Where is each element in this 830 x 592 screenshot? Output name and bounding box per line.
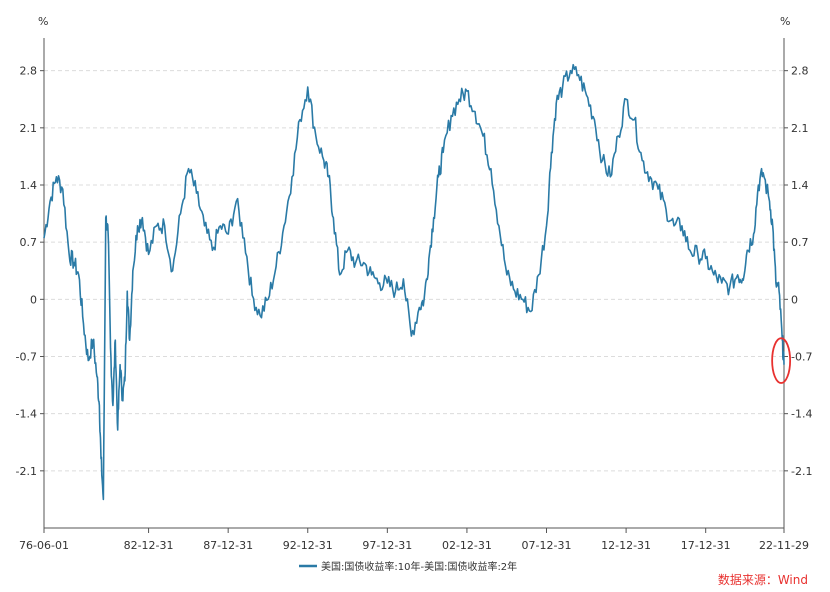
series-line-spread — [43, 63, 785, 501]
left-unit-label: % — [38, 15, 48, 28]
x-tick-label: 12-12-31 — [601, 539, 651, 552]
x-tick-label: 17-12-31 — [681, 539, 731, 552]
right-y-tick-label: 0.7 — [791, 236, 809, 249]
x-tick-label: 92-12-31 — [283, 539, 333, 552]
right-y-tick-label: -2.1 — [791, 465, 812, 478]
left-y-tick-label: 1.4 — [20, 179, 38, 192]
left-y-tick-label: 0.7 — [20, 236, 38, 249]
right-y-tick-label: 0 — [791, 293, 798, 306]
x-tick-label: 07-12-31 — [522, 539, 572, 552]
data-source-label: 数据来源：Wind — [718, 572, 808, 587]
x-tick-label: 87-12-31 — [203, 539, 253, 552]
x-tick-labels: 76-06-01 82-12-31 87-12-31 92-12-31 97-12-31… — [19, 528, 809, 552]
legend-label: 美国:国债收益率:10年-美国:国债收益率:2年 — [321, 560, 517, 573]
left-y-tick-label: 2.8 — [20, 65, 38, 78]
left-y-tick-label: -1.4 — [16, 408, 37, 421]
right-y-tick-label: 1.4 — [791, 179, 809, 192]
right-y-tick-label: -0.7 — [791, 351, 812, 364]
legend: 美国:国债收益率:10年-美国:国债收益率:2年 — [299, 560, 517, 573]
left-y-tick-labels: 2.8 2.1 1.4 0.7 0 -0.7 -1.4 -2.1 — [16, 65, 44, 478]
right-y-tick-label: 2.8 — [791, 65, 809, 78]
axes — [43, 38, 785, 529]
left-y-tick-label: -2.1 — [16, 465, 37, 478]
right-y-tick-label: 2.1 — [791, 122, 809, 135]
x-tick-label: 82-12-31 — [124, 539, 174, 552]
x-tick-label: 02-12-31 — [442, 539, 492, 552]
grid-lines — [44, 70, 784, 472]
x-tick-label: 97-12-31 — [362, 539, 412, 552]
left-y-tick-label: -0.7 — [16, 351, 37, 364]
right-unit-label: % — [780, 15, 790, 28]
x-tick-label: 76-06-01 — [19, 539, 69, 552]
right-y-tick-label: -1.4 — [791, 408, 812, 421]
right-y-tick-labels: 2.8 2.1 1.4 0.7 0 -0.7 -1.4 -2.1 — [784, 65, 812, 478]
highlight-circle — [771, 337, 792, 384]
left-y-tick-label: 0 — [30, 293, 37, 306]
x-tick-label: 22-11-29 — [759, 539, 809, 552]
left-y-tick-label: 2.1 — [20, 122, 38, 135]
